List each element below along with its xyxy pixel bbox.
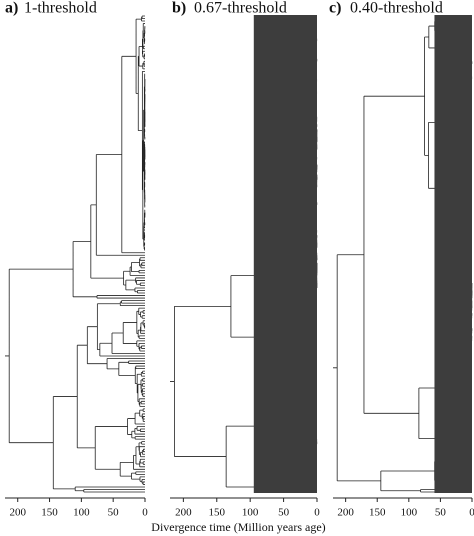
panel-title: 0.40-threshold: [350, 0, 443, 17]
x-tick-label: 150: [41, 507, 58, 519]
panel-title: 0.67-threshold: [194, 0, 287, 17]
x-tick-label: 0: [314, 507, 320, 519]
x-axis-label: Divergence time (Million years age): [151, 520, 325, 534]
x-tick-label: 100: [242, 507, 259, 519]
x-tick-label: 50: [435, 507, 447, 519]
tree-branches: [5, 15, 146, 493]
collapsed-clades: [434, 15, 472, 493]
x-tick-label: 0: [142, 507, 148, 519]
collapsed-clades: [253, 15, 317, 493]
panel-title: 1-threshold: [24, 0, 97, 17]
x-tick-label: 200: [175, 507, 192, 519]
x-tick-label: 100: [73, 507, 90, 519]
panel-label: b): [172, 0, 186, 17]
x-tick-label: 200: [9, 507, 26, 519]
panel-label: c): [329, 0, 341, 17]
panel-label: a): [5, 0, 18, 17]
x-tick-label: 100: [401, 507, 418, 519]
x-tick-label: 50: [278, 507, 290, 519]
x-tick-label: 0: [469, 507, 474, 519]
x-tick-label: 150: [369, 507, 386, 519]
x-tick-label: 200: [337, 507, 354, 519]
x-tick-label: 150: [209, 507, 226, 519]
x-tick-label: 50: [108, 507, 120, 519]
